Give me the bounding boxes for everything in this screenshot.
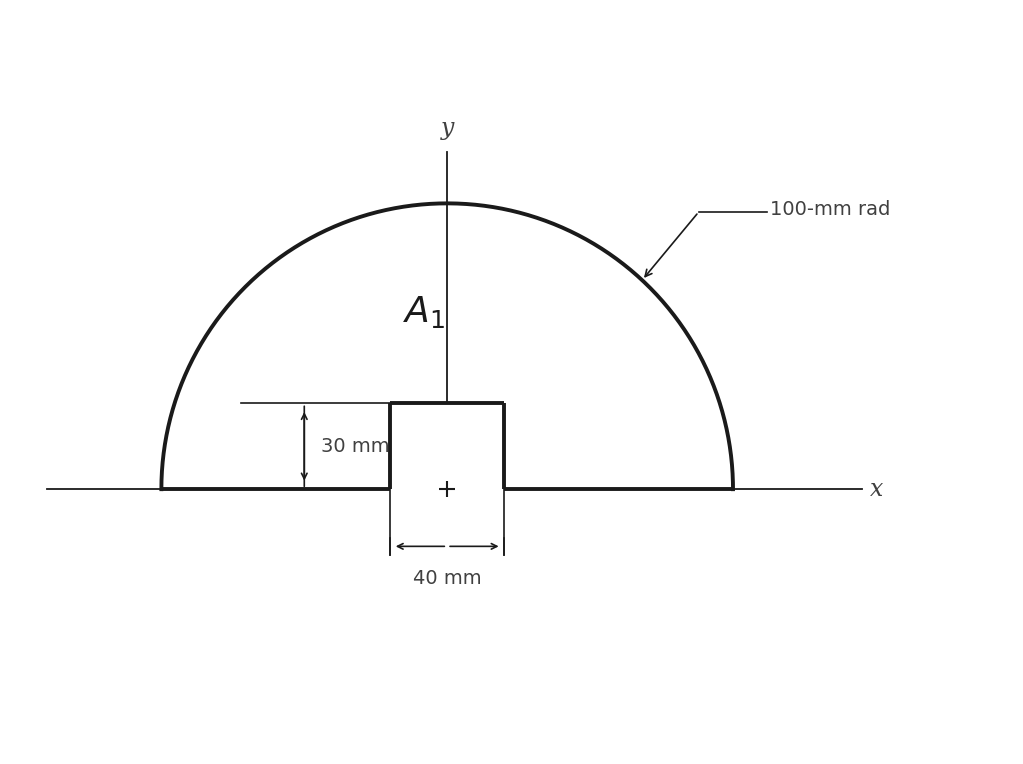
Text: 100-mm rad: 100-mm rad	[770, 199, 891, 219]
Text: 40 mm: 40 mm	[413, 569, 482, 588]
Text: $\mathit{A}_1$: $\mathit{A}_1$	[403, 294, 446, 330]
Text: 30 mm: 30 mm	[321, 437, 390, 456]
Text: x: x	[871, 478, 884, 500]
Text: y: y	[441, 118, 454, 141]
